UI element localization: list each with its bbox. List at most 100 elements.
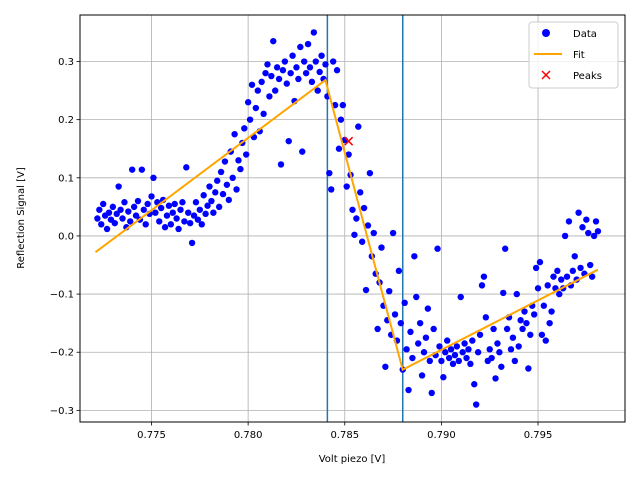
data-point bbox=[401, 299, 408, 307]
data-point bbox=[538, 331, 546, 338]
data-point bbox=[509, 334, 517, 341]
data-point bbox=[262, 69, 269, 77]
data-point bbox=[579, 224, 586, 231]
y-tick-label: −0.1 bbox=[50, 290, 74, 301]
x-tick-label: 0.780 bbox=[234, 430, 263, 441]
data-point bbox=[214, 177, 221, 184]
data-point bbox=[260, 110, 267, 118]
data-point bbox=[279, 67, 287, 74]
data-point bbox=[183, 164, 190, 171]
x-axis-ticks: 0.775 0.780 0.785 0.790 0.795 bbox=[137, 422, 552, 441]
data-point bbox=[355, 123, 362, 130]
data-point bbox=[142, 221, 149, 228]
x-tick-label: 0.775 bbox=[137, 430, 166, 441]
data-point bbox=[558, 276, 565, 283]
data-point bbox=[569, 267, 577, 275]
data-point bbox=[304, 40, 312, 48]
data-point bbox=[426, 357, 434, 365]
data-point bbox=[212, 189, 219, 196]
data-point bbox=[459, 349, 466, 356]
data-point bbox=[277, 161, 285, 168]
data-point bbox=[532, 264, 540, 272]
legend-label-data: Data bbox=[573, 29, 597, 40]
data-point bbox=[98, 221, 105, 228]
data-point bbox=[592, 218, 600, 225]
y-axis-label: Reflection Signal [V] bbox=[16, 167, 27, 269]
data-point bbox=[329, 58, 337, 65]
data-point bbox=[397, 319, 405, 327]
y-tick-label: 0.0 bbox=[58, 231, 74, 242]
data-point bbox=[258, 78, 265, 86]
data-point bbox=[351, 231, 358, 238]
data-point bbox=[590, 232, 598, 240]
y-axis-ticks: −0.3 −0.2 −0.1 0.0 0.1 0.2 0.3 bbox=[50, 57, 80, 417]
data-point bbox=[111, 219, 118, 227]
data-point bbox=[403, 346, 410, 353]
data-point bbox=[113, 210, 120, 218]
data-point bbox=[357, 189, 364, 196]
data-point bbox=[132, 212, 140, 219]
data-point bbox=[171, 200, 178, 208]
data-point bbox=[128, 166, 136, 173]
data-point bbox=[231, 130, 238, 138]
data-point bbox=[202, 210, 209, 218]
data-point bbox=[370, 229, 377, 237]
data-point bbox=[585, 229, 592, 237]
data-point bbox=[556, 290, 563, 298]
data-point bbox=[515, 343, 522, 350]
data-point bbox=[364, 222, 372, 229]
data-point bbox=[411, 253, 418, 260]
data-point bbox=[494, 340, 501, 347]
data-point bbox=[271, 87, 279, 94]
data-point bbox=[453, 343, 461, 350]
data-point bbox=[281, 58, 289, 65]
data-point bbox=[130, 203, 138, 211]
data-point bbox=[386, 287, 393, 295]
data-point bbox=[167, 221, 175, 228]
fit-line bbox=[94, 78, 599, 372]
x-tick-label: 0.790 bbox=[427, 430, 456, 441]
data-point bbox=[165, 202, 173, 209]
data-point bbox=[244, 99, 252, 106]
data-point bbox=[161, 224, 169, 231]
x-tick-label: 0.795 bbox=[524, 430, 553, 441]
peak-marker bbox=[344, 136, 354, 146]
data-point bbox=[451, 351, 459, 359]
data-point bbox=[461, 340, 468, 347]
x-tick-label: 0.785 bbox=[330, 430, 359, 441]
data-point bbox=[270, 37, 277, 45]
data-point bbox=[503, 325, 511, 333]
data-point bbox=[208, 197, 215, 205]
data-point bbox=[115, 183, 122, 190]
data-point bbox=[283, 80, 290, 87]
data-point bbox=[490, 325, 497, 333]
data-point bbox=[501, 245, 509, 252]
data-point bbox=[314, 87, 321, 94]
data-point bbox=[588, 273, 596, 280]
data-point bbox=[345, 151, 352, 158]
data-point bbox=[434, 245, 441, 252]
data-point bbox=[177, 206, 184, 213]
data-point bbox=[217, 168, 225, 176]
data-point bbox=[316, 68, 323, 76]
data-point bbox=[366, 169, 374, 177]
y-tick-label: 0.1 bbox=[58, 173, 74, 184]
data-point bbox=[523, 319, 530, 327]
data-point bbox=[152, 209, 159, 216]
data-point bbox=[525, 365, 532, 372]
data-point bbox=[349, 206, 356, 213]
data-point bbox=[554, 267, 561, 275]
legend-label-peaks: Peaks bbox=[573, 71, 602, 82]
data-point bbox=[196, 206, 204, 213]
data-point bbox=[221, 158, 229, 165]
data-point bbox=[445, 354, 453, 362]
data-point bbox=[312, 58, 319, 65]
data-point bbox=[198, 221, 205, 228]
data-point bbox=[457, 293, 464, 301]
data-point bbox=[492, 375, 499, 382]
data-point bbox=[181, 218, 188, 225]
data-point bbox=[206, 183, 213, 190]
data-point bbox=[328, 186, 335, 193]
data-point bbox=[416, 319, 424, 327]
data-point bbox=[144, 200, 151, 208]
